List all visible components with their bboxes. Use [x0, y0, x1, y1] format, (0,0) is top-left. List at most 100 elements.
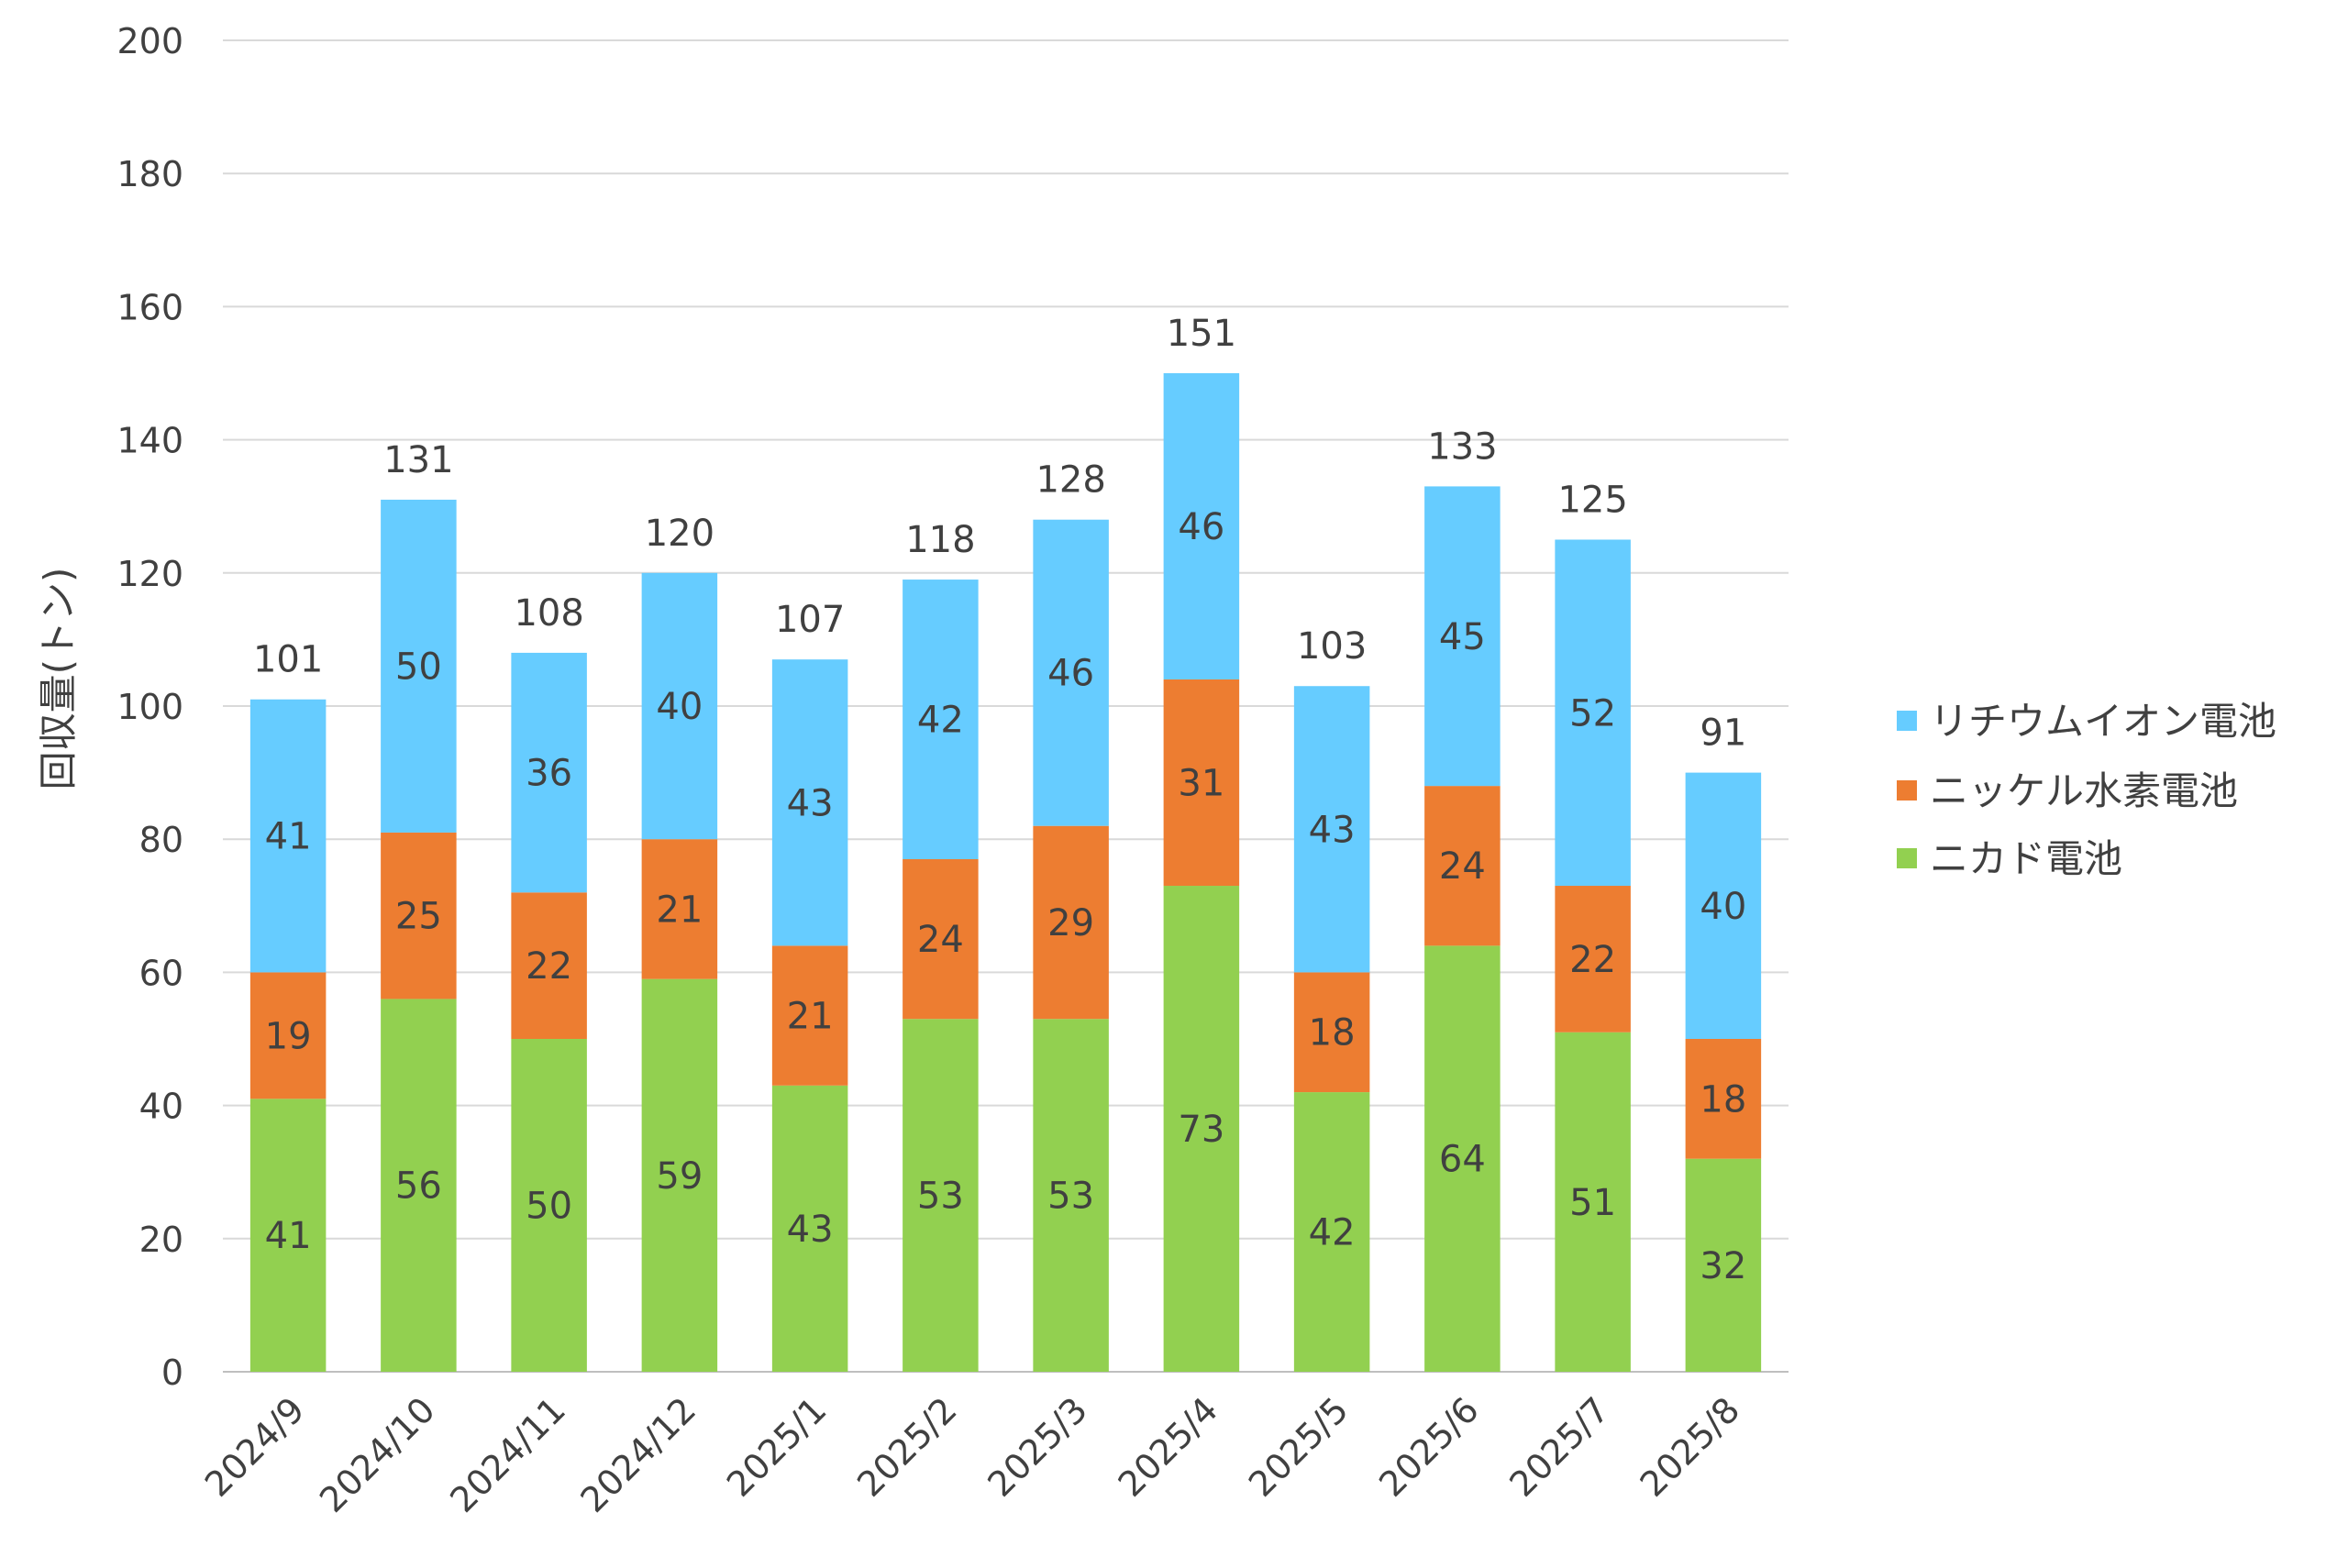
data-label: 18: [1700, 1078, 1746, 1121]
bar-segment: [1424, 786, 1501, 946]
data-label: 19: [265, 1015, 312, 1057]
bar-segment: [1163, 373, 1240, 679]
y-tick-label: 40: [139, 1087, 183, 1127]
legend-swatch: [1897, 848, 1917, 868]
data-label: 24: [917, 919, 964, 961]
bar-segment: [1163, 679, 1240, 887]
data-label: 53: [1047, 1176, 1094, 1218]
bar-segment: [1293, 1092, 1370, 1372]
data-label: 31: [1178, 762, 1224, 804]
bar-segment: [1033, 1019, 1109, 1372]
bar-segment: [381, 499, 457, 833]
data-label: 50: [526, 1186, 572, 1228]
total-label: 128: [1036, 459, 1105, 502]
x-tick-label: 2025/7: [1501, 1389, 1617, 1505]
y-tick-label: 0: [161, 1353, 183, 1393]
bar-segment: [641, 572, 718, 840]
y-axis-ticks: 0 20 40 60 80 100 120 140 160 180 200: [116, 21, 183, 1393]
bar-segment: [903, 858, 979, 1020]
legend-swatch: [1897, 711, 1917, 731]
bar-segment: [511, 1039, 587, 1372]
data-label: 42: [1309, 1212, 1356, 1254]
total-label: 91: [1700, 712, 1746, 755]
bar-segment: [771, 1085, 848, 1372]
data-label: 46: [1047, 653, 1094, 695]
bar-segment: [1555, 886, 1631, 1032]
data-label: 51: [1569, 1182, 1616, 1224]
data-label: 40: [656, 686, 703, 728]
data-label: 21: [787, 996, 834, 1038]
data-label: 45: [1439, 616, 1486, 658]
legend-swatch: [1897, 780, 1917, 801]
total-label: 120: [645, 513, 714, 555]
bar-segment: [1555, 539, 1631, 887]
data-label: 50: [395, 646, 442, 688]
data-label: 41: [265, 1215, 312, 1257]
bar-segment: [1685, 1158, 1762, 1372]
data-label: 32: [1700, 1245, 1746, 1287]
data-label: 52: [1569, 692, 1616, 734]
bar-segment: [511, 892, 587, 1039]
data-label: 41: [265, 816, 312, 858]
y-tick-label: 120: [116, 554, 183, 594]
data-label: 25: [395, 896, 442, 938]
bar-segment: [1424, 486, 1501, 787]
data-label: 21: [656, 889, 703, 931]
bar-segment: [1293, 972, 1370, 1093]
bar-segment: [1163, 886, 1240, 1372]
data-label: 64: [1439, 1139, 1486, 1181]
bar-segment: [1033, 519, 1109, 826]
gridlines: [223, 39, 1789, 1373]
bar-segment: [249, 1099, 327, 1372]
x-tick-label: 2025/2: [849, 1389, 965, 1505]
y-tick-label: 100: [116, 687, 183, 727]
bar-segment: [903, 580, 979, 859]
x-axis-ticks: 2024/9 2024/10 2024/11 2024/12 2025/1 2025/2 2…: [197, 1389, 1747, 1520]
data-label: 29: [1047, 902, 1094, 944]
bar-segment: [249, 699, 327, 973]
x-tick-label: 2024/9: [197, 1389, 313, 1505]
bar-segment: [641, 839, 718, 979]
y-tick-label: 160: [116, 287, 183, 327]
y-tick-label: 60: [139, 953, 183, 993]
data-label: 40: [1700, 886, 1746, 928]
data-label: 46: [1178, 506, 1224, 548]
data-label: 22: [526, 945, 572, 988]
data-label: 59: [656, 1155, 703, 1198]
data-label: 73: [1178, 1109, 1224, 1151]
data-label: 36: [526, 753, 572, 795]
data-label: 56: [395, 1165, 442, 1208]
legend-item-label: リチウムイオン電池: [1930, 699, 2276, 744]
data-label: 43: [787, 1209, 834, 1251]
total-label: 133: [1427, 425, 1497, 468]
x-tick-label: 2024/11: [442, 1389, 573, 1520]
bar-segment: [381, 999, 457, 1372]
bar-segment: [641, 978, 718, 1372]
y-axis-title: 回収量(トン): [36, 568, 81, 790]
data-label: 42: [917, 700, 964, 742]
bar-segment: [511, 652, 587, 893]
bar-segment: [1685, 1039, 1762, 1159]
y-tick-label: 80: [139, 820, 183, 860]
legend-item-label: ニカド電池: [1930, 836, 2122, 881]
total-label: 103: [1297, 625, 1367, 668]
data-label: 43: [1309, 809, 1356, 851]
x-tick-label: 2025/1: [719, 1389, 835, 1505]
total-label: 108: [514, 592, 583, 635]
bar-segment: [771, 659, 848, 946]
total-label: 118: [905, 519, 975, 561]
total-label: 151: [1167, 313, 1236, 355]
bar-segment: [1033, 825, 1109, 1020]
x-tick-label: 2024/12: [572, 1389, 703, 1520]
bars: 41 19 41 101 56 25 50 131 50 22 36 108 59 21 40 120 43 21…: [249, 313, 1762, 1372]
data-label: 18: [1309, 1012, 1356, 1055]
total-label: 107: [775, 599, 845, 641]
total-label: 125: [1557, 480, 1627, 522]
y-tick-label: 20: [139, 1220, 183, 1260]
bar-segment: [1685, 772, 1762, 1039]
data-label: 24: [1439, 845, 1486, 888]
y-tick-label: 200: [116, 21, 183, 61]
x-tick-label: 2025/5: [1241, 1389, 1357, 1505]
